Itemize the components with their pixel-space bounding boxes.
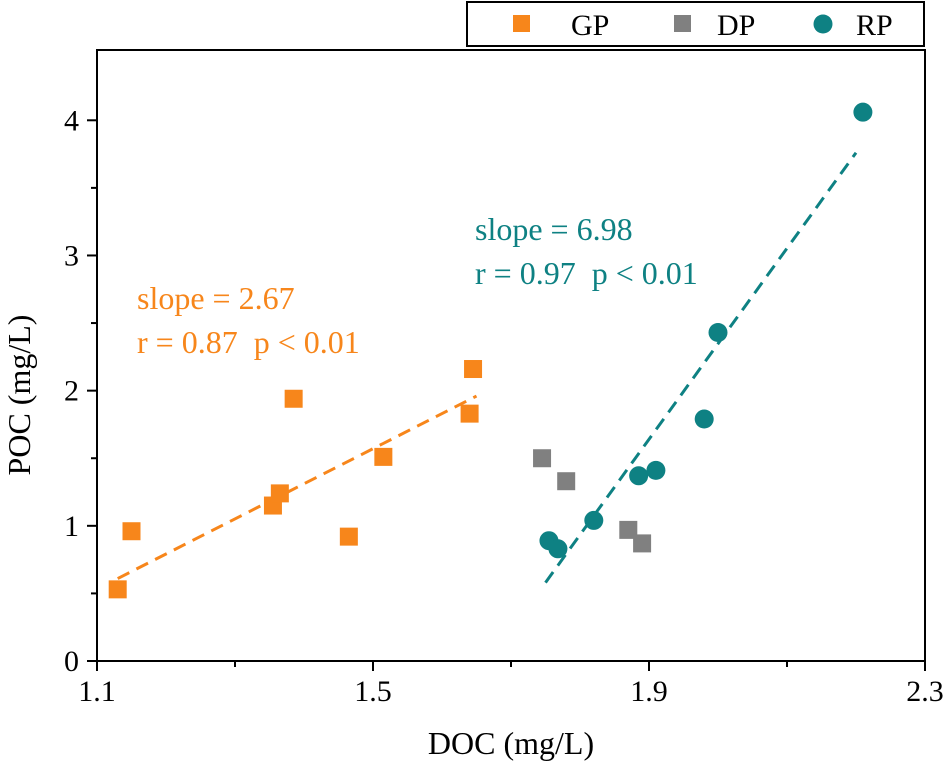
- point-gp: [460, 404, 479, 423]
- point-dp: [533, 449, 552, 468]
- y-tick-label: 2: [64, 375, 79, 408]
- annotations: slope = 2.67 r = 0.87 p < 0.01 slope = 6.9…: [137, 211, 698, 360]
- point-rp: [694, 409, 714, 429]
- annotation-stats-gp: r = 0.87 p < 0.01: [137, 324, 360, 360]
- point-gp: [270, 484, 289, 503]
- legend-marker-gp: [513, 15, 530, 32]
- annotation-stats-rp: r = 0.97 p < 0.01: [475, 255, 698, 291]
- point-dp: [619, 520, 638, 539]
- point-gp: [122, 522, 141, 541]
- point-gp: [374, 447, 393, 466]
- x-tick-label: 1.1: [78, 675, 116, 708]
- y-tick-label: 4: [64, 104, 79, 137]
- y-tick-label: 1: [64, 510, 79, 543]
- point-rp: [629, 466, 649, 486]
- x-tick-label: 1.9: [630, 675, 668, 708]
- legend-marker-rp: [813, 14, 833, 34]
- x-tick-label: 2.3: [906, 675, 944, 708]
- point-rp: [584, 510, 604, 530]
- point-rp: [646, 460, 666, 480]
- fit-line-rp: [544, 151, 858, 584]
- fit-lines: [117, 151, 858, 584]
- y-tick-label: 3: [64, 239, 79, 272]
- x-tick-label: 1.5: [354, 675, 392, 708]
- point-gp: [339, 527, 358, 546]
- legend-label-gp: GP: [571, 9, 609, 42]
- point-rp: [853, 102, 873, 122]
- y-axis-label: POC (mg/L): [1, 315, 37, 476]
- point-dp: [633, 534, 652, 553]
- axes: 1.1 1.5 1.9 2.3 0 1 2 3 4: [64, 104, 944, 708]
- point-rp: [708, 323, 728, 343]
- legend-label-rp: RP: [856, 9, 893, 42]
- point-gp: [284, 389, 303, 408]
- legend-label-dp: DP: [717, 9, 755, 42]
- point-gp: [108, 580, 127, 599]
- point-gp: [464, 360, 483, 379]
- data-points: [108, 102, 873, 599]
- x-axis-label: DOC (mg/L): [428, 725, 594, 761]
- legend: GP DP RP: [466, 1, 925, 47]
- legend-marker-dp: [674, 15, 691, 32]
- annotation-slope-rp: slope = 6.98: [475, 211, 633, 247]
- fit-line-gp: [117, 394, 478, 580]
- annotation-slope-gp: slope = 2.67: [137, 280, 295, 316]
- point-dp: [557, 472, 576, 491]
- y-tick-label: 0: [64, 645, 79, 678]
- point-rp: [548, 539, 568, 559]
- legend-box: [466, 1, 925, 47]
